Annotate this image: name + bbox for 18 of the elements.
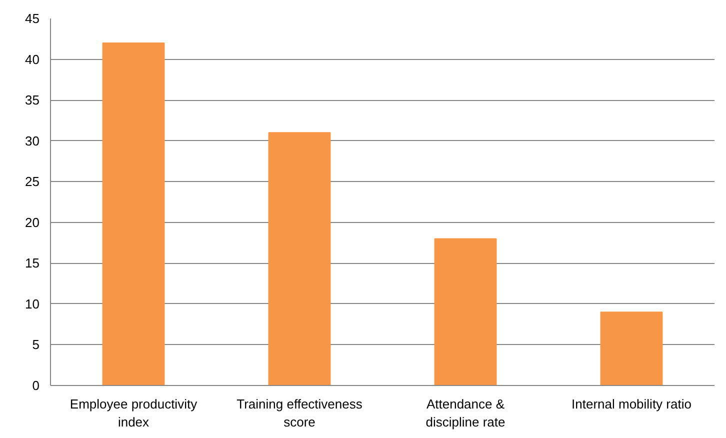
bar	[600, 312, 663, 386]
x-tick-label: Attendance & discipline rate	[426, 396, 506, 430]
y-tick-label: 5	[32, 337, 40, 352]
y-tick-label: 30	[25, 133, 40, 148]
y-tick-label: 35	[25, 92, 40, 108]
y-tick-label: 20	[25, 214, 40, 230]
y-tick-label: 10	[25, 296, 40, 312]
bar	[434, 238, 497, 386]
bar	[102, 42, 165, 386]
x-tick-label: Internal mobility ratio	[572, 396, 692, 412]
y-tick-label: 40	[25, 52, 40, 67]
x-tick-label: Training effectiveness score	[236, 396, 363, 430]
bar	[268, 132, 331, 386]
y-tick-label: 15	[25, 256, 40, 271]
y-tick-label: 0	[32, 378, 40, 393]
y-tick-label: 45	[25, 11, 40, 26]
x-tick-label: Employee productivity index	[70, 396, 198, 430]
y-tick-label: 25	[25, 174, 40, 190]
